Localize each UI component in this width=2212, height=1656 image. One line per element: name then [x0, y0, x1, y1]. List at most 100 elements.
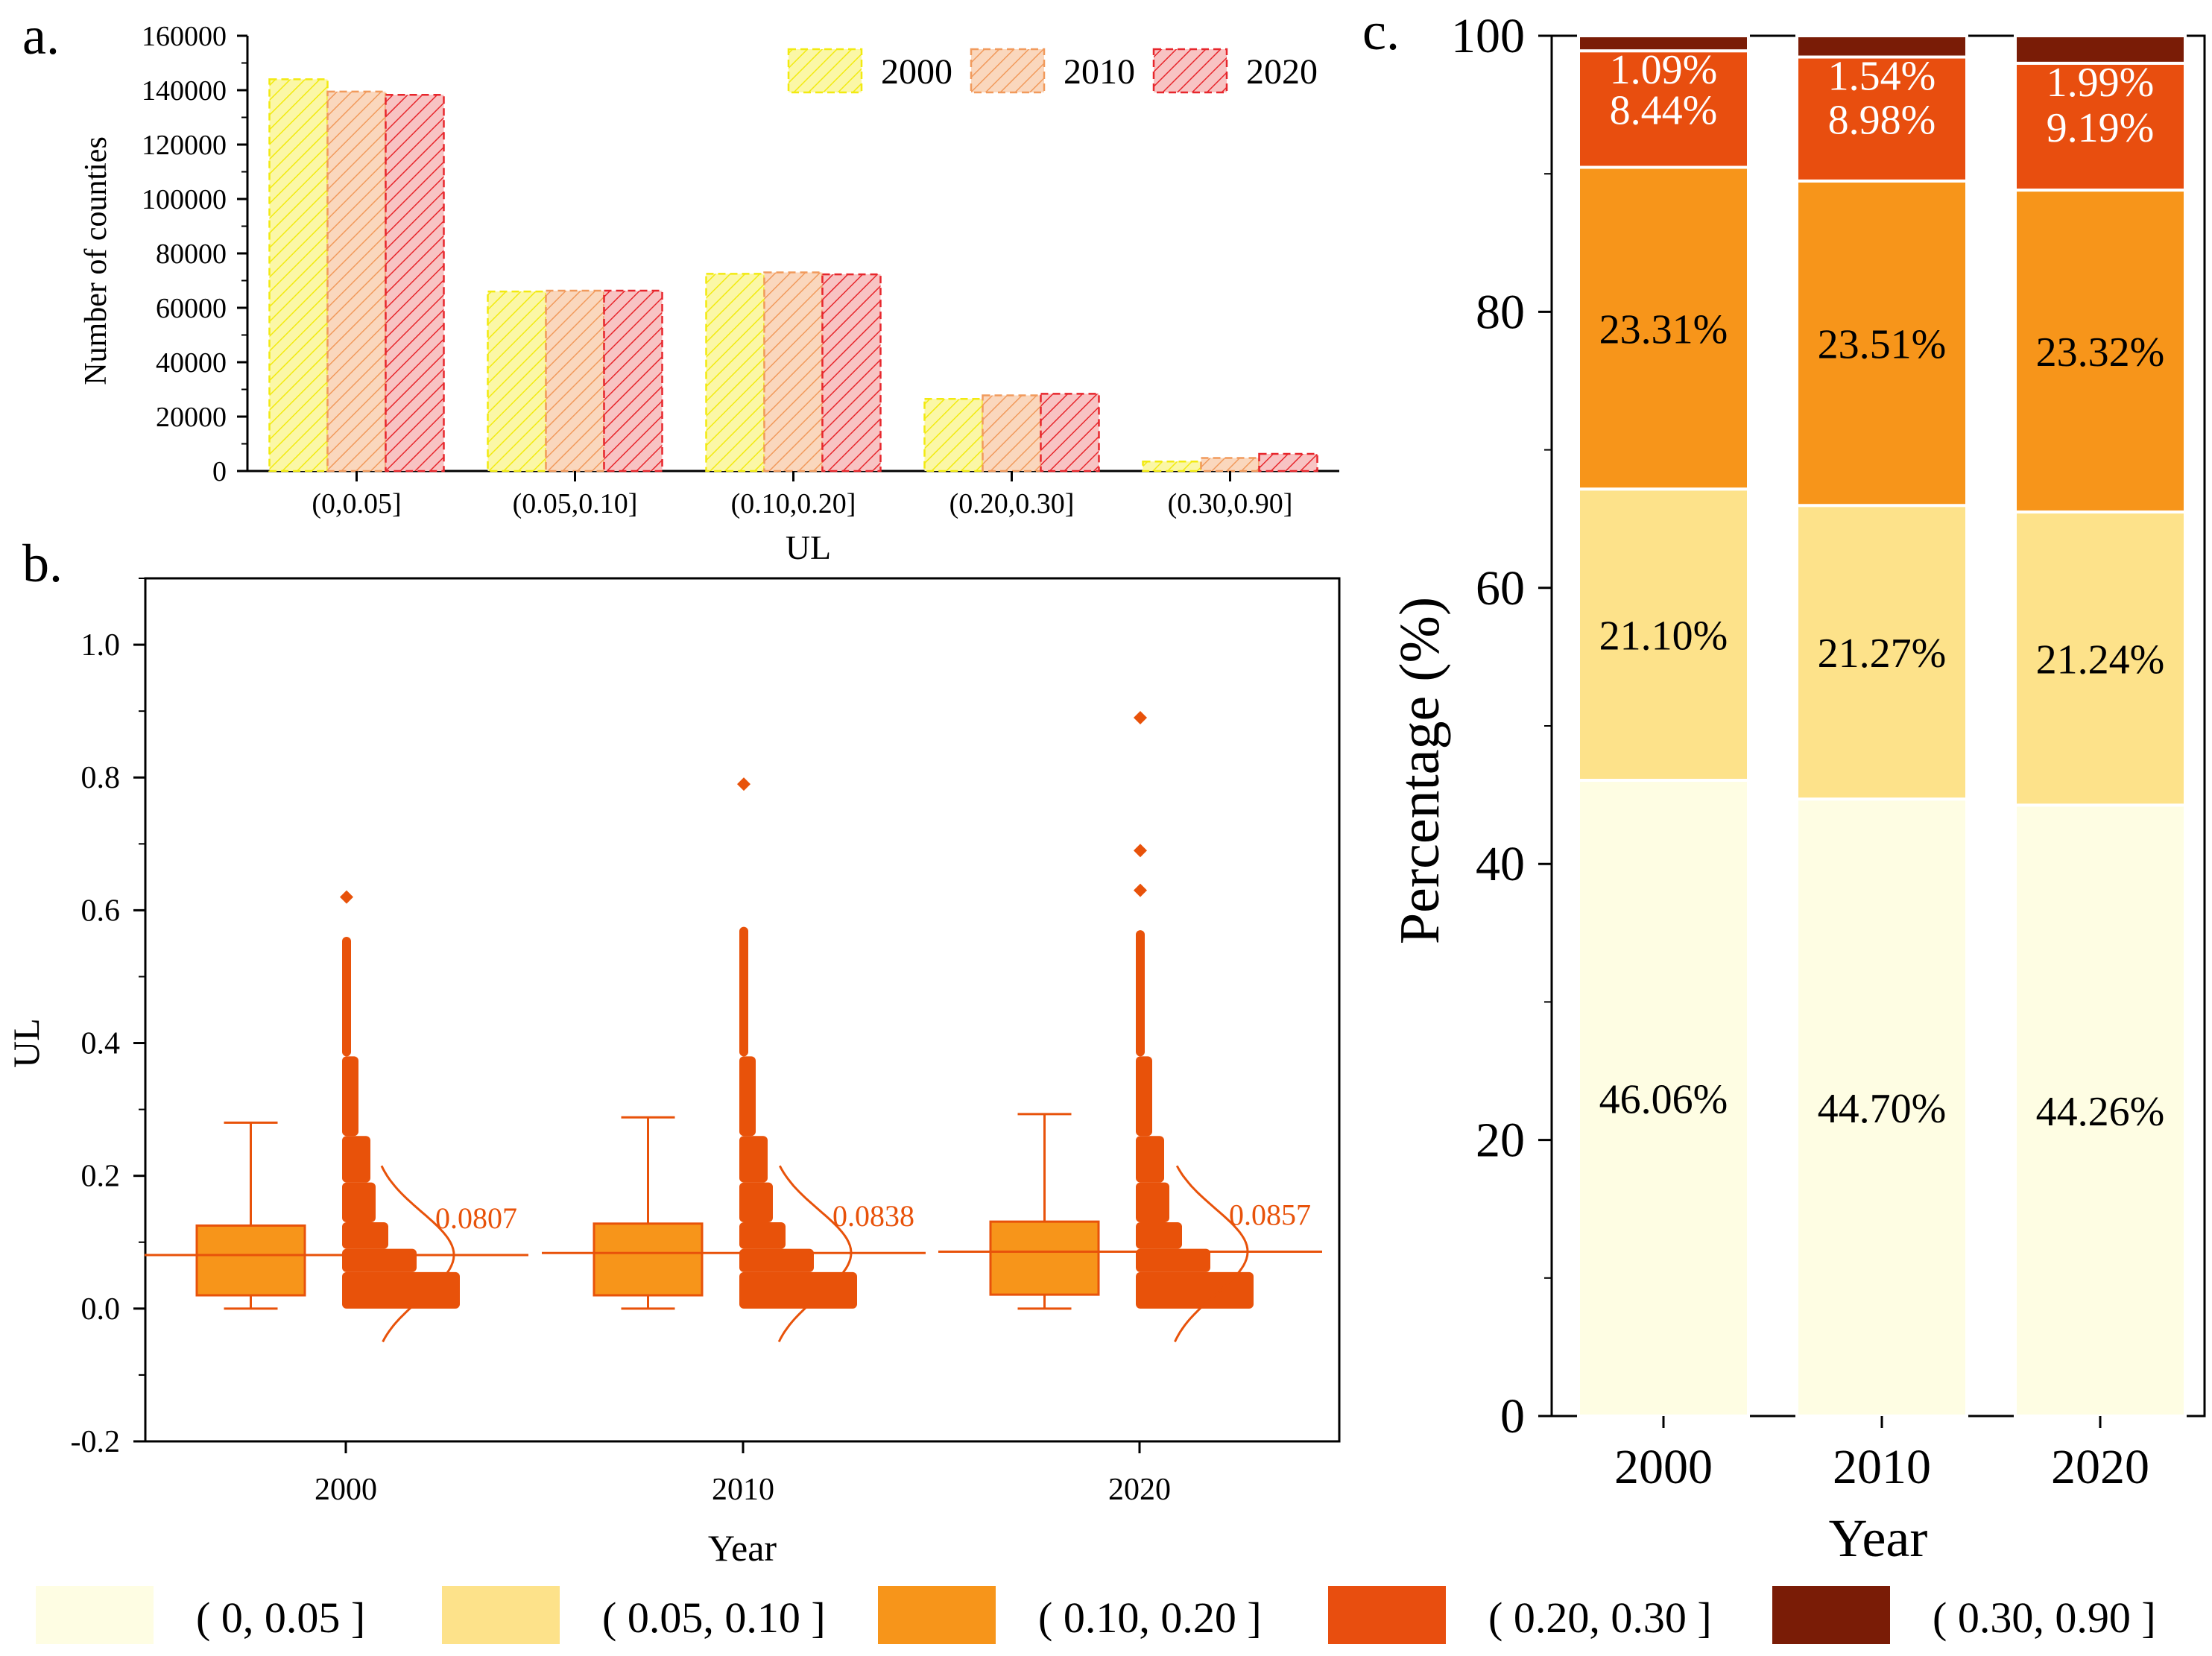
normal-curve-2020 [1174, 1165, 1249, 1343]
legend-swatch-2000 [787, 48, 863, 94]
bar-2020-cat-1 [603, 289, 663, 473]
y-tick-label: 120000 [142, 130, 227, 161]
bar-2020-cat-2 [821, 273, 882, 473]
bar-2020-cat-3 [1040, 393, 1100, 473]
x-tick-label: (0.20,0.30] [949, 488, 1075, 519]
y-tick-label: 1.0 [81, 628, 121, 663]
y-tick-label: 100000 [142, 184, 227, 215]
outlier-2020-2 [1134, 711, 1147, 725]
bar-2000-cat-1 [487, 290, 547, 473]
stack-label-2010-3: 8.98% [1828, 98, 1936, 144]
x-tick-label: 2000 [315, 1473, 377, 1507]
y-tick-label: 140000 [142, 75, 227, 107]
x-tick-label: 2000 [1614, 1440, 1713, 1494]
bar-2010-cat-2 [763, 271, 824, 473]
y-tick-label: 20 [1476, 1113, 1525, 1168]
scatter-cloud-2020-2 [1136, 1222, 1182, 1249]
scatter-cloud-2020-0 [1136, 1271, 1254, 1309]
y-tick-label: 60000 [156, 293, 227, 324]
stack-label-2010-4: 1.54% [1828, 54, 1936, 100]
box-2020 [989, 1220, 1100, 1296]
legend-label-1: ( 0.05, 0.10 ] [602, 1593, 826, 1642]
scatter-cloud-2020-1 [1136, 1248, 1210, 1272]
scatter-cloud-2010-6 [739, 926, 748, 1057]
legend-swatch-2020 [1152, 48, 1228, 94]
x-tick-label: 2010 [712, 1473, 774, 1507]
scatter-cloud-2010-0 [739, 1271, 857, 1309]
x-tick-label: 2020 [2051, 1440, 2149, 1494]
x-tick-label: (0.05,0.10] [513, 488, 638, 519]
box-2010 [592, 1222, 704, 1297]
scatter-cloud-2020-6 [1136, 930, 1145, 1057]
stack-seg-2000-2 [1577, 165, 1750, 491]
stack-label-2020-2: 23.32% [2036, 329, 2165, 376]
bar-2020-cat-0 [385, 93, 445, 473]
bar-2000-cat-0 [268, 78, 329, 473]
x-tick-label: 2020 [1108, 1473, 1171, 1507]
outlier-2010-0 [737, 777, 750, 791]
stack-seg-2010-1 [1795, 504, 1968, 801]
y-tick-label: 0 [212, 456, 227, 487]
stack-seg-2000-3 [1577, 49, 1750, 169]
y-tick-label: 100 [1451, 9, 1525, 63]
y-tick-label: -0.2 [71, 1425, 121, 1459]
bar-2020-cat-4 [1258, 452, 1318, 473]
legend-label-2020: 2020 [1246, 52, 1318, 92]
stack-seg-2020-3 [2014, 61, 2187, 192]
mean-label-2000: 0.0807 [435, 1201, 517, 1235]
bar-2000-cat-2 [705, 273, 765, 473]
stack-label-2000-1: 21.10% [1599, 613, 1728, 660]
stack-seg-2010-4 [1795, 34, 1968, 59]
stack-label-2000-3: 8.44% [1610, 87, 1718, 133]
stack-seg-2020-2 [2014, 189, 2187, 513]
stack-label-2020-0: 44.26% [2036, 1089, 2165, 1135]
normal-curve-2000 [380, 1165, 455, 1343]
stack-seg-2020-4 [2014, 34, 2187, 65]
legend-swatch-2010 [970, 48, 1046, 94]
stack-label-2010-0: 44.70% [1818, 1086, 1947, 1132]
stack-seg-2000-4 [1577, 34, 1750, 53]
bar-2010-cat-1 [545, 289, 605, 473]
bar-2000-cat-4 [1142, 460, 1202, 473]
scatter-cloud-2020-5 [1136, 1056, 1152, 1137]
stack-label-2000-2: 23.31% [1599, 306, 1728, 353]
y-tick-label: 0.6 [81, 894, 121, 928]
y-axis-title: Percentage (%) [1388, 597, 1451, 944]
legend-label-4: ( 0.30, 0.90 ] [1933, 1593, 2156, 1642]
stack-label-2020-4: 1.99% [2047, 60, 2155, 106]
mean-label-2020: 0.0857 [1229, 1198, 1311, 1232]
scatter-cloud-2000-4 [342, 1136, 370, 1183]
stack-seg-2010-3 [1795, 55, 1968, 183]
stack-seg-2010-2 [1795, 179, 1968, 508]
scatter-cloud-2000-3 [342, 1182, 376, 1223]
scatter-cloud-2000-2 [342, 1222, 388, 1249]
y-tick-label: 0.4 [81, 1027, 121, 1061]
scatter-cloud-2010-5 [739, 1056, 756, 1137]
x-axis-title: Year [1829, 1508, 1928, 1568]
legend-swatch-0 [36, 1586, 154, 1644]
scatter-cloud-2010-4 [739, 1136, 768, 1183]
scatter-cloud-2010-3 [739, 1182, 773, 1223]
bar-2000-cat-3 [923, 398, 984, 473]
scatter-cloud-2010-1 [739, 1248, 814, 1272]
x-axis-title: Year [708, 1527, 777, 1569]
legend-label-2000: 2000 [881, 52, 952, 92]
panel-b-box-chart: -0.2 0.0 0.2 0.4 0.6 0.8 1.0 0.0807 2000 0.0838 20… [5, 577, 1341, 1569]
scatter-cloud-2000-1 [342, 1248, 417, 1272]
stack-label-2000-0: 46.06% [1599, 1076, 1728, 1122]
stack-label-2010-2: 23.51% [1818, 322, 1947, 368]
scatter-cloud-2000-6 [342, 937, 351, 1057]
stack-label-2020-3: 9.19% [2047, 105, 2155, 151]
legend-swatch-4 [1772, 1586, 1890, 1644]
panel-a-bar-chart: 0 20000 40000 60000 80000 100000 120000 140000 1… [79, 21, 1339, 566]
scatter-cloud-2000-0 [342, 1271, 460, 1309]
y-axis-title: Number of counties [79, 136, 113, 385]
legend-swatch-2 [878, 1586, 996, 1644]
y-tick-label: 0.8 [81, 761, 121, 795]
y-axis-title: UL [5, 1018, 47, 1068]
legend-label-0: ( 0, 0.05 ] [196, 1593, 365, 1642]
y-tick-label: 20000 [156, 402, 227, 433]
stack-label-2020-1: 21.24% [2036, 637, 2165, 683]
scatter-cloud-2010-2 [739, 1222, 786, 1249]
box-2000 [195, 1224, 306, 1297]
